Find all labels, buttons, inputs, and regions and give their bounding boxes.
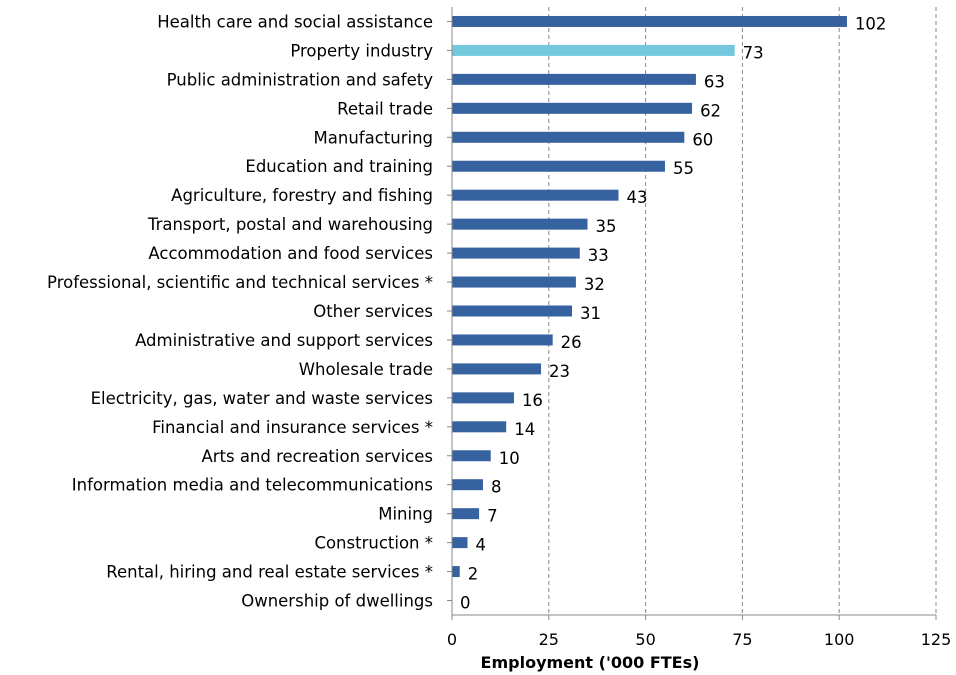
category-label: Financial and insurance services * bbox=[152, 418, 433, 437]
bar bbox=[452, 160, 665, 172]
value-label: 33 bbox=[588, 246, 609, 265]
category-label: Other services bbox=[313, 302, 433, 321]
bar bbox=[452, 102, 693, 114]
value-label: 43 bbox=[626, 188, 647, 207]
bar bbox=[452, 218, 588, 230]
bar bbox=[452, 276, 576, 288]
category-label: Retail trade bbox=[337, 99, 433, 118]
x-tick-label: 100 bbox=[824, 630, 855, 649]
category-label: Accommodation and food services bbox=[148, 244, 433, 263]
value-label: 2 bbox=[468, 565, 479, 584]
value-label: 73 bbox=[743, 43, 764, 62]
value-label: 63 bbox=[704, 72, 725, 91]
bar bbox=[452, 421, 507, 433]
value-label: 35 bbox=[596, 217, 617, 236]
bar bbox=[452, 566, 460, 578]
x-tick-labels: 0 25 50 75 100 125 bbox=[447, 630, 951, 649]
category-label: Public administration and safety bbox=[167, 70, 434, 89]
category-label: Health care and social assistance bbox=[157, 12, 433, 31]
value-label: 23 bbox=[549, 362, 570, 381]
category-label: Manufacturing bbox=[314, 128, 433, 147]
value-label: 14 bbox=[514, 420, 535, 439]
x-tick-label: 50 bbox=[635, 630, 655, 649]
bar bbox=[452, 189, 619, 201]
bar bbox=[452, 334, 553, 346]
category-label: Transport, postal and warehousing bbox=[147, 215, 433, 234]
x-tick-label: 125 bbox=[921, 630, 952, 649]
value-label: 60 bbox=[692, 130, 713, 149]
value-label: 4 bbox=[475, 536, 486, 555]
value-label: 26 bbox=[561, 333, 582, 352]
category-label: Administrative and support services bbox=[135, 331, 433, 350]
value-label: 62 bbox=[700, 101, 721, 120]
value-label: 8 bbox=[491, 478, 502, 497]
category-labels: Health care and social assistance Propert… bbox=[47, 12, 433, 610]
category-label: Construction * bbox=[314, 534, 433, 553]
value-label: 55 bbox=[673, 159, 694, 178]
x-tick-label: 75 bbox=[732, 630, 752, 649]
value-label: 7 bbox=[487, 507, 498, 526]
bar bbox=[452, 247, 580, 259]
bar bbox=[452, 131, 685, 143]
value-label: 102 bbox=[855, 14, 887, 33]
value-label: 31 bbox=[580, 304, 601, 323]
category-label: Education and training bbox=[245, 157, 433, 176]
bars bbox=[452, 15, 847, 578]
x-axis-title: Employment ('000 FTEs) bbox=[481, 653, 700, 672]
bar bbox=[452, 392, 514, 404]
category-label: Mining bbox=[378, 505, 433, 524]
category-label: Agriculture, forestry and fishing bbox=[171, 186, 433, 205]
category-label: Rental, hiring and real estate services … bbox=[106, 563, 433, 582]
bar bbox=[452, 15, 847, 27]
value-label: 16 bbox=[522, 391, 543, 410]
value-label: 32 bbox=[584, 275, 605, 294]
x-tick-label: 0 bbox=[447, 630, 457, 649]
bar bbox=[452, 450, 491, 462]
bar bbox=[452, 363, 542, 375]
bar bbox=[452, 508, 480, 520]
bar bbox=[452, 73, 696, 85]
axes bbox=[447, 7, 937, 620]
category-label: Professional, scientific and technical s… bbox=[47, 273, 433, 292]
category-label: Electricity, gas, water and waste servic… bbox=[91, 389, 433, 408]
category-label: Property industry bbox=[290, 41, 433, 60]
bar bbox=[452, 44, 735, 56]
value-label: 0 bbox=[460, 594, 471, 613]
value-labels: 102 73 63 62 60 55 43 35 33 32 31 26 23 16 14 10 8 74 2 0 bbox=[460, 14, 886, 612]
gridlines bbox=[548, 7, 937, 615]
category-label: Information media and telecommunications bbox=[72, 476, 433, 495]
value-label: 10 bbox=[499, 449, 520, 468]
bar bbox=[452, 305, 573, 317]
category-label: Wholesale trade bbox=[299, 360, 433, 379]
bar bbox=[452, 537, 468, 549]
category-label: Ownership of dwellings bbox=[241, 592, 433, 611]
bar bbox=[452, 479, 483, 491]
category-label: Arts and recreation services bbox=[201, 447, 433, 466]
x-tick-label: 25 bbox=[539, 630, 559, 649]
